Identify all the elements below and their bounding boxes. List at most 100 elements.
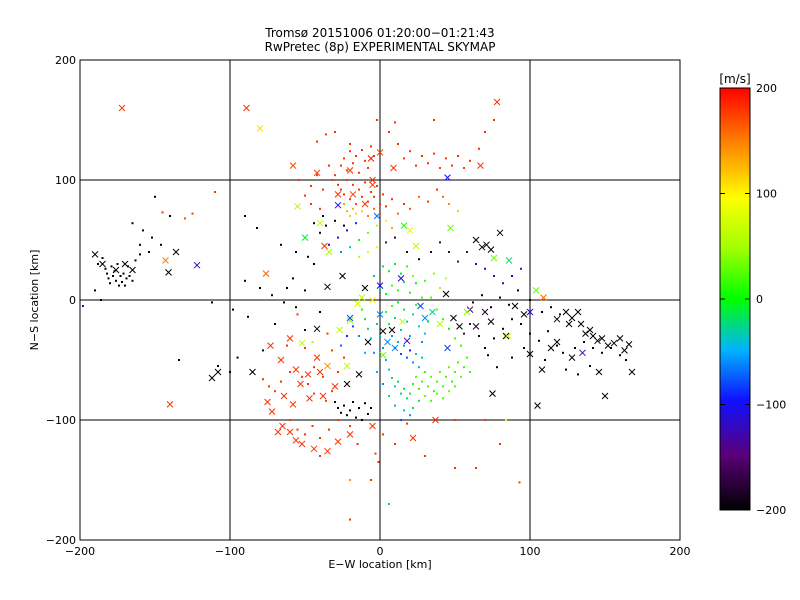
data-point-dot — [454, 419, 456, 421]
data-point-dot — [280, 380, 282, 383]
data-point-dot — [349, 246, 351, 249]
data-point-dot — [100, 299, 102, 301]
plot-area: −200 −100 0 100 200 −200 −100 0 100 200 — [46, 54, 691, 558]
data-point-dot — [337, 407, 339, 409]
data-point-dot — [361, 210, 363, 213]
data-point-cross — [447, 224, 454, 232]
data-point-dot — [424, 332, 426, 335]
data-point-dot — [436, 308, 438, 311]
data-point-dot — [394, 385, 396, 388]
data-point-cross — [399, 318, 406, 325]
data-point-dot — [376, 323, 378, 325]
data-point-dot — [376, 371, 378, 373]
data-point-dot — [397, 212, 399, 215]
data-point-dot — [463, 366, 465, 369]
data-point-dot — [394, 443, 396, 445]
data-point-dot — [379, 335, 381, 337]
data-point-dot — [382, 265, 384, 268]
data-point-cross — [417, 302, 424, 310]
data-point-dot — [331, 390, 333, 393]
data-point-dot — [454, 371, 456, 373]
data-point-cross — [397, 275, 405, 282]
data-point-dot — [463, 167, 465, 169]
data-point-cross — [286, 335, 294, 342]
data-point-dot — [406, 422, 408, 425]
data-point-dot — [295, 251, 297, 253]
data-point-dot — [445, 375, 447, 378]
y-tick-label: 0 — [69, 294, 76, 307]
data-point-dot — [397, 301, 399, 304]
data-point-dot — [229, 371, 231, 373]
data-point-dot — [481, 294, 483, 297]
data-point-cross — [346, 317, 354, 324]
data-point-dot — [376, 185, 378, 187]
data-point-dot — [121, 281, 123, 283]
data-point-cross — [361, 284, 369, 292]
data-point-dot — [424, 455, 426, 457]
data-point-dot — [310, 203, 312, 205]
data-point-cross — [99, 260, 106, 268]
data-point-dot — [358, 407, 360, 409]
data-point-dot — [418, 399, 420, 402]
data-point-dot — [154, 195, 156, 198]
data-point-dot — [151, 236, 153, 239]
data-point-cross — [388, 326, 396, 334]
data-point-dot — [296, 428, 299, 431]
data-point-dot — [409, 392, 411, 395]
data-point-cross — [442, 290, 450, 298]
data-point-cross — [355, 371, 363, 378]
data-point-cross — [289, 401, 297, 408]
data-point-cross — [444, 344, 451, 352]
data-point-dot — [355, 212, 357, 215]
data-point-cross — [162, 257, 169, 264]
data-point-dot — [295, 306, 297, 309]
data-point-dot — [319, 311, 321, 313]
y-axis-label: N−S location [km] — [28, 250, 41, 351]
data-point-cross — [444, 174, 451, 181]
data-point-dot — [125, 277, 128, 280]
data-point-dot — [442, 195, 444, 198]
data-point-dot — [421, 155, 423, 157]
data-point-dot — [331, 179, 333, 181]
data-point-dot — [262, 349, 264, 352]
data-point-dot — [619, 354, 621, 357]
data-point-dot — [349, 150, 351, 153]
data-point-dot — [382, 433, 384, 436]
data-point-dot — [394, 236, 396, 239]
data-point-dot — [122, 272, 125, 275]
data-point-dot — [418, 195, 420, 198]
data-point-dot — [352, 401, 354, 403]
data-point-cross — [568, 354, 576, 361]
data-point-cross — [526, 308, 534, 316]
data-point-dot — [409, 335, 411, 337]
data-point-dot — [310, 185, 312, 187]
data-point-dot — [601, 351, 603, 354]
data-point-cross — [267, 342, 274, 349]
data-point-dot — [346, 210, 348, 213]
data-point-dot — [134, 259, 137, 262]
data-point-dot — [412, 383, 414, 385]
data-point-cross — [369, 296, 376, 304]
data-point-dot — [349, 425, 351, 427]
data-point-dot — [589, 365, 591, 367]
data-point-cross — [214, 368, 222, 376]
data-point-dot — [116, 263, 119, 265]
data-point-dot — [325, 133, 327, 136]
data-point-dot — [412, 407, 414, 409]
data-point-cross — [594, 337, 601, 345]
data-point-cross — [586, 326, 594, 334]
data-point-dot — [364, 159, 366, 162]
data-point-dot — [397, 143, 399, 145]
data-point-dot — [370, 337, 372, 340]
data-point-cross — [481, 308, 489, 316]
data-point-cross — [553, 338, 561, 346]
x-tick-label: 100 — [520, 545, 541, 558]
data-point-dot — [370, 191, 372, 193]
data-point-cross — [331, 383, 339, 390]
data-point-dot — [374, 452, 377, 455]
data-point-dot — [448, 327, 450, 330]
data-point-dot — [112, 275, 114, 277]
data-point-cross — [324, 362, 331, 370]
data-point-dot — [110, 265, 113, 268]
data-point-dot — [394, 317, 396, 319]
